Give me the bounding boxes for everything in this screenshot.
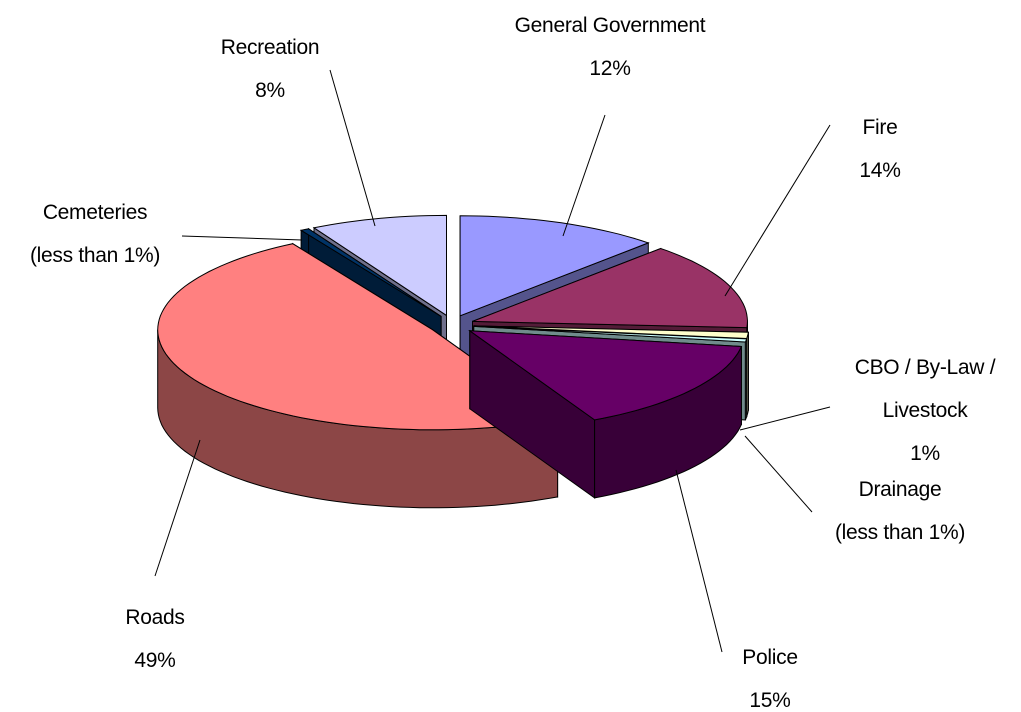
value-label: (less than 1%) xyxy=(29,244,161,267)
slice-wall xyxy=(744,338,748,421)
data-label: CBO / By-Law / Livestock 1% xyxy=(840,346,1010,475)
data-label: Drainage (less than 1%) xyxy=(835,468,965,554)
category-label: Recreation xyxy=(220,36,320,59)
value-label: 8% xyxy=(255,79,285,102)
slice xyxy=(459,215,650,317)
category-label: Cemeteries xyxy=(42,201,148,224)
slice xyxy=(157,243,559,431)
leader-line xyxy=(181,235,303,241)
data-label: Cemeteries (less than 1%) xyxy=(30,191,160,277)
slice xyxy=(473,325,748,343)
category-label: General Government xyxy=(514,14,706,37)
leader-line xyxy=(675,469,723,653)
leader-line xyxy=(724,124,831,297)
slice xyxy=(472,247,749,329)
leader-line xyxy=(739,406,831,431)
leader-line xyxy=(329,69,376,227)
category-label: Roads xyxy=(125,606,185,629)
slice xyxy=(468,330,743,421)
value-label: 14% xyxy=(859,159,901,182)
category-label: Fire xyxy=(862,116,898,139)
value-label: 49% xyxy=(134,649,176,672)
data-label: Police 15% xyxy=(742,636,798,712)
leader-line xyxy=(562,114,606,237)
category-label: CBO / By-Law / Livestock xyxy=(854,356,996,422)
slice xyxy=(299,228,442,317)
data-label: Roads 49% xyxy=(125,596,185,682)
value-label: (less than 1%) xyxy=(834,521,966,544)
category-label: Drainage xyxy=(858,478,942,501)
value-label: 15% xyxy=(749,689,791,712)
value-label: 1% xyxy=(910,442,940,465)
value-label: 12% xyxy=(589,57,631,80)
leader-line xyxy=(154,439,201,577)
data-label: Fire 14% xyxy=(859,106,900,192)
data-label: General Government 12% xyxy=(515,4,706,90)
category-label: Police xyxy=(742,646,798,669)
data-label: Recreation 8% xyxy=(221,26,320,112)
slice xyxy=(312,214,447,317)
leader-line xyxy=(744,435,813,513)
